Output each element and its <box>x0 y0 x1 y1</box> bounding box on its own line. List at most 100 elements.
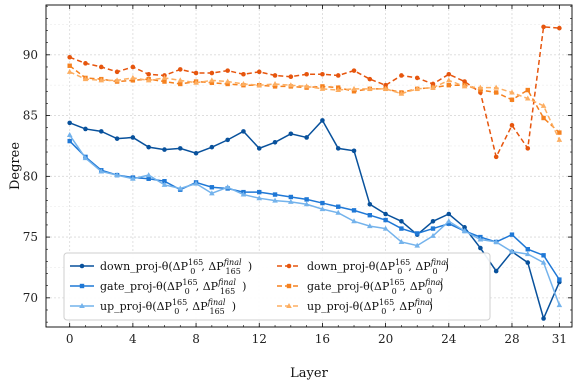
data-point <box>272 197 278 203</box>
data-point <box>525 247 530 252</box>
x-tick-label: 28 <box>504 332 519 346</box>
data-point <box>145 172 152 178</box>
x-tick-label: 8 <box>192 332 200 346</box>
data-point <box>367 213 373 218</box>
legend-item: up_proj-θ(ΔP165 0, ΔPfinal 165) <box>70 298 236 316</box>
data-point <box>224 78 231 84</box>
data-point <box>525 260 531 265</box>
y-axis-label: Degree <box>8 142 23 190</box>
data-point <box>272 140 278 145</box>
data-point <box>351 68 357 73</box>
data-point <box>193 79 199 85</box>
data-point <box>114 69 120 75</box>
data-point <box>83 126 88 132</box>
data-point <box>209 190 215 196</box>
series-line <box>69 71 561 141</box>
data-point <box>509 232 515 237</box>
data-point <box>162 79 167 84</box>
legend-label: gate_proj-θ(ΔP165 0, ΔPfinal 0) <box>307 278 443 296</box>
data-point <box>98 168 105 174</box>
data-point <box>351 89 357 94</box>
legend-swatch-marker <box>79 263 85 269</box>
data-point <box>493 90 499 95</box>
data-point <box>493 238 499 244</box>
data-point <box>209 144 215 150</box>
data-point <box>288 198 294 204</box>
x-tick-label: 31 <box>552 332 567 346</box>
series-group <box>66 24 563 321</box>
data-point <box>209 185 215 190</box>
data-point <box>462 79 467 84</box>
data-point <box>304 197 309 202</box>
y-tick-label: 85 <box>23 109 38 123</box>
data-point <box>114 172 120 178</box>
data-point <box>256 82 263 88</box>
data-point <box>367 76 373 82</box>
data-point <box>461 83 468 89</box>
data-point <box>556 302 563 308</box>
data-point <box>177 146 183 151</box>
data-point <box>382 85 389 91</box>
series-line <box>69 140 560 281</box>
legend-label: down_proj-θ(ΔP165 0, ΔPfinal 165) <box>100 258 252 276</box>
data-point <box>414 85 421 91</box>
data-point <box>225 137 230 143</box>
x-tick-label: 0 <box>66 332 74 346</box>
x-axis-label: Layer <box>290 366 328 381</box>
data-point <box>478 87 483 93</box>
data-point <box>240 191 247 197</box>
data-point <box>320 71 325 77</box>
data-point <box>241 71 246 77</box>
data-point <box>288 74 294 79</box>
data-point <box>256 146 262 151</box>
data-point <box>193 70 199 76</box>
data-point <box>414 75 420 81</box>
data-point <box>130 175 136 181</box>
data-point <box>556 136 563 142</box>
data-point <box>288 131 294 137</box>
data-point <box>319 206 326 212</box>
data-point <box>493 84 499 90</box>
data-point <box>524 251 531 257</box>
data-point <box>162 178 167 184</box>
x-tick-label: 16 <box>315 332 330 346</box>
data-point <box>430 84 436 90</box>
data-point <box>209 70 215 76</box>
data-point <box>367 85 373 91</box>
data-point <box>320 200 325 206</box>
data-point <box>272 80 278 86</box>
data-point <box>509 97 515 102</box>
data-point <box>272 73 278 78</box>
data-point <box>351 85 357 91</box>
series-line <box>69 65 560 134</box>
data-point <box>540 259 547 265</box>
data-point <box>525 87 530 93</box>
data-point <box>193 180 199 186</box>
x-tick-label: 24 <box>441 332 457 346</box>
legend-item: up_proj-θ(ΔP165 0, ΔPfinal 0) <box>277 298 433 316</box>
data-point <box>398 238 405 244</box>
data-point <box>178 81 183 87</box>
x-tick-label: 4 <box>129 332 137 346</box>
data-point <box>335 209 342 215</box>
legend-label: up_proj-θ(ΔP165 0, ΔPfinal 0) <box>307 298 433 316</box>
legend-item: gate_proj-θ(ΔP165 0, ΔPfinal 165) <box>70 278 246 296</box>
data-point <box>67 54 72 60</box>
data-point <box>477 84 484 90</box>
data-point <box>446 71 452 77</box>
x-tick-label: 12 <box>252 332 267 346</box>
data-point <box>303 201 310 207</box>
data-point <box>509 122 515 128</box>
data-point <box>541 316 546 321</box>
data-point <box>445 77 452 83</box>
data-point <box>288 82 294 88</box>
y-tick-label: 90 <box>23 48 38 62</box>
data-point <box>146 144 151 150</box>
legend-swatch-marker <box>79 283 85 289</box>
data-point <box>383 217 388 223</box>
data-point <box>146 71 151 77</box>
data-point <box>304 71 309 77</box>
data-point <box>114 136 120 141</box>
